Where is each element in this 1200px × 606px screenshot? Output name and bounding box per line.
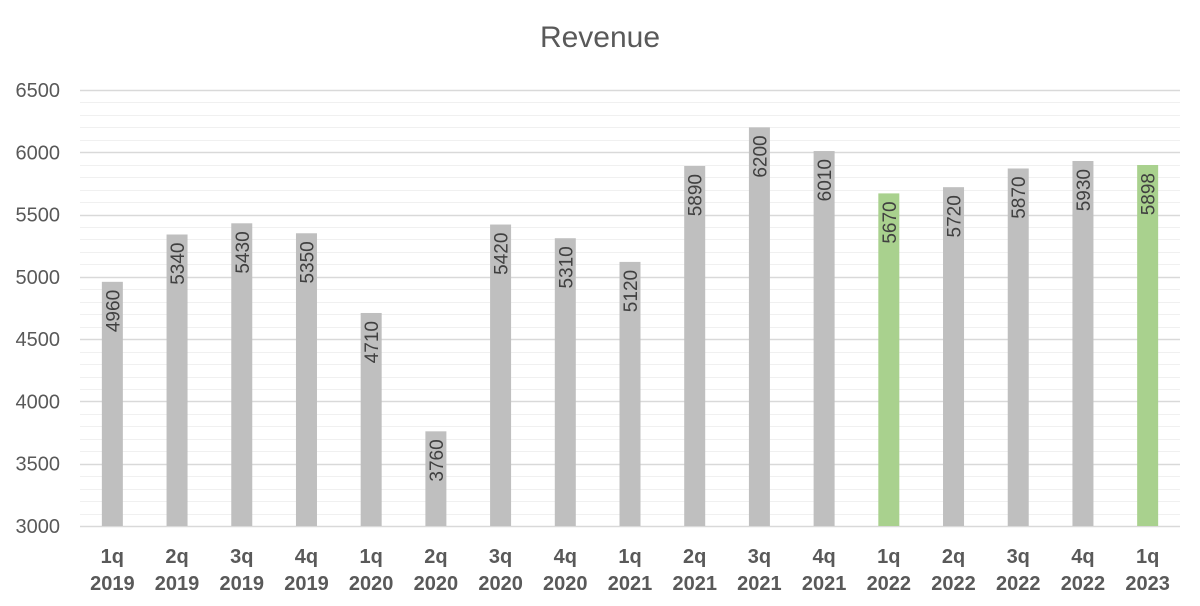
bar — [490, 224, 512, 526]
x-tick-quarter: 1q — [618, 546, 641, 568]
bar — [231, 223, 253, 526]
y-tick-label: 6500 — [16, 80, 61, 102]
x-tick-year: 2021 — [608, 573, 653, 595]
data-label: 4960 — [103, 290, 124, 332]
x-tick-quarter: 1q — [360, 546, 383, 568]
bar — [425, 431, 447, 526]
x-axis-ticks: 1q 2019 2q 2019 3q 2019 4q 2019 1q 2020 2q 2020 3q 20… — [90, 546, 1170, 595]
data-label: 5670 — [880, 201, 901, 243]
x-tick-year: 2019 — [90, 573, 135, 595]
data-label: 4710 — [362, 321, 383, 363]
data-label: 6200 — [750, 135, 771, 177]
bar — [878, 193, 900, 526]
x-tick-quarter: 2q — [942, 546, 965, 568]
bar — [1007, 168, 1029, 527]
bar — [554, 238, 576, 527]
x-tick-year: 2019 — [284, 573, 329, 595]
x-tick-year: 2022 — [931, 573, 976, 595]
data-label: 5350 — [297, 241, 318, 283]
x-tick-year: 2021 — [672, 573, 717, 595]
data-label: 5870 — [1009, 176, 1030, 218]
y-tick-label: 3000 — [16, 516, 61, 538]
data-label: 5120 — [621, 270, 642, 312]
x-tick-quarter: 4q — [554, 546, 577, 568]
data-label: 6010 — [815, 159, 836, 201]
x-tick-quarter: 3q — [1007, 546, 1030, 568]
x-tick-year: 2020 — [478, 573, 523, 595]
data-label: 5890 — [686, 174, 707, 216]
x-tick-quarter: 2q — [424, 546, 447, 568]
x-tick-year: 2019 — [220, 573, 265, 595]
x-tick-quarter: 3q — [489, 546, 512, 568]
x-tick-quarter: 2q — [165, 546, 188, 568]
data-label: 5340 — [168, 243, 189, 285]
x-tick-quarter: 4q — [1071, 546, 1094, 568]
y-tick-label: 3500 — [16, 454, 61, 476]
y-tick-label: 5000 — [16, 267, 61, 289]
bar — [684, 165, 706, 526]
y-tick-label: 4000 — [16, 391, 61, 413]
x-tick-year: 2021 — [802, 573, 847, 595]
x-tick-quarter: 1q — [1136, 546, 1159, 568]
bar — [166, 234, 188, 526]
data-label: 3760 — [427, 439, 448, 481]
bars — [101, 127, 1159, 527]
y-axis-ticks: 3000 3500 4000 4500 5000 5500 6000 6500 — [16, 80, 61, 538]
x-tick-year: 2020 — [414, 573, 459, 595]
x-tick-year: 2020 — [543, 573, 588, 595]
bar — [813, 151, 835, 527]
chart-title: Revenue — [540, 21, 660, 54]
data-label: 5420 — [492, 233, 513, 275]
data-label: 5898 — [1139, 173, 1160, 215]
bar — [943, 187, 965, 526]
x-tick-year: 2022 — [1061, 573, 1106, 595]
x-tick-quarter: 4q — [812, 546, 835, 568]
data-label: 5930 — [1074, 169, 1095, 211]
data-label: 5720 — [945, 195, 966, 237]
x-tick-year: 2021 — [737, 573, 782, 595]
x-tick-quarter: 1q — [877, 546, 900, 568]
x-tick-year: 2023 — [1125, 573, 1170, 595]
bar — [360, 312, 382, 526]
x-tick-year: 2022 — [996, 573, 1041, 595]
data-label: 5310 — [556, 246, 577, 288]
x-tick-quarter: 2q — [683, 546, 706, 568]
x-tick-quarter: 1q — [101, 546, 124, 568]
x-tick-year: 2022 — [867, 573, 912, 595]
bar — [748, 127, 770, 526]
x-tick-quarter: 3q — [230, 546, 253, 568]
y-tick-label: 6000 — [16, 142, 61, 164]
y-tick-label: 4500 — [16, 329, 61, 351]
x-tick-quarter: 3q — [748, 546, 771, 568]
y-tick-label: 5500 — [16, 205, 61, 227]
bar — [295, 233, 317, 526]
x-tick-quarter: 4q — [295, 546, 318, 568]
x-tick-year: 2019 — [155, 573, 200, 595]
bar — [619, 261, 641, 526]
x-tick-year: 2020 — [349, 573, 394, 595]
bar — [1072, 161, 1094, 526]
bar — [101, 281, 123, 526]
data-labels: 4960 5340 5430 5350 4710 3760 5420 5310 5120 5890… — [103, 135, 1159, 481]
bar — [1137, 164, 1159, 526]
data-label: 5430 — [233, 231, 254, 273]
